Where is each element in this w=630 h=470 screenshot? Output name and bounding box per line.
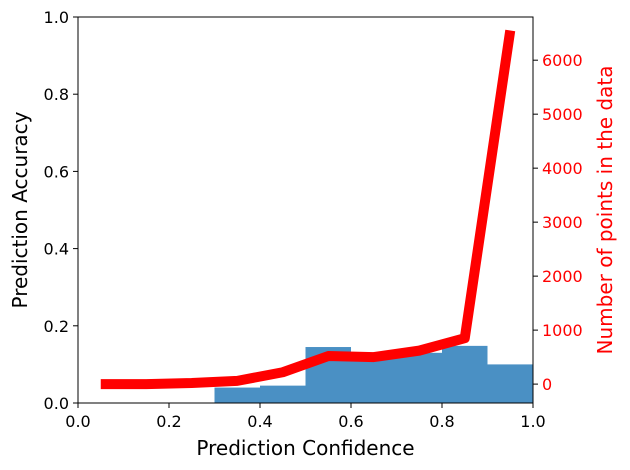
histogram-bar: [351, 356, 397, 403]
y2-tick-label: 5000: [542, 105, 583, 124]
y2-tick-label: 3000: [542, 213, 583, 232]
histogram-bar: [214, 387, 260, 403]
y2-tick-label: 6000: [542, 51, 583, 70]
histogram-bar: [442, 345, 488, 403]
count-line-layer: [100, 29, 516, 390]
y2-tick-label: 2000: [542, 267, 583, 286]
y2-tick-label: 1000: [542, 321, 583, 340]
y-tick-label: 1.0: [44, 8, 69, 27]
y-tick-label: 0.6: [44, 162, 69, 181]
y-tick-label: 0.4: [44, 240, 69, 259]
y2-tick-label: 4000: [542, 159, 583, 178]
x-axis-ticks: 0.0 0.2 0.4 0.6 0.8 1.0: [65, 403, 546, 431]
x-tick-label: 1.0: [520, 412, 545, 431]
count-line: [100, 29, 516, 390]
y-tick-label: 0.0: [44, 394, 69, 413]
histogram-bar: [487, 364, 533, 403]
y-axis-ticks: 0.0 0.2 0.4 0.6 0.8 1.0: [44, 8, 78, 413]
x-tick-label: 0.2: [156, 412, 181, 431]
x-tick-label: 0.0: [65, 412, 90, 431]
plot-frame: [77, 16, 534, 404]
y-tick-label: 0.8: [44, 85, 69, 104]
y2-axis-label: Number of points in the data: [593, 66, 617, 355]
y-axis-label: Prediction Accuracy: [8, 111, 32, 308]
histogram-bar: [260, 385, 306, 403]
x-tick-label: 0.6: [338, 412, 363, 431]
x-tick-label: 0.4: [247, 412, 272, 431]
x-axis-label: Prediction Confidence: [196, 436, 414, 460]
y2-tick-label: 0: [542, 375, 552, 394]
y-tick-label: 0.2: [44, 317, 69, 336]
histogram-bar: [396, 352, 442, 403]
x-tick-label: 0.8: [429, 412, 454, 431]
y2-axis-ticks: 0 1000 2000 3000 4000 5000 6000: [533, 51, 583, 394]
